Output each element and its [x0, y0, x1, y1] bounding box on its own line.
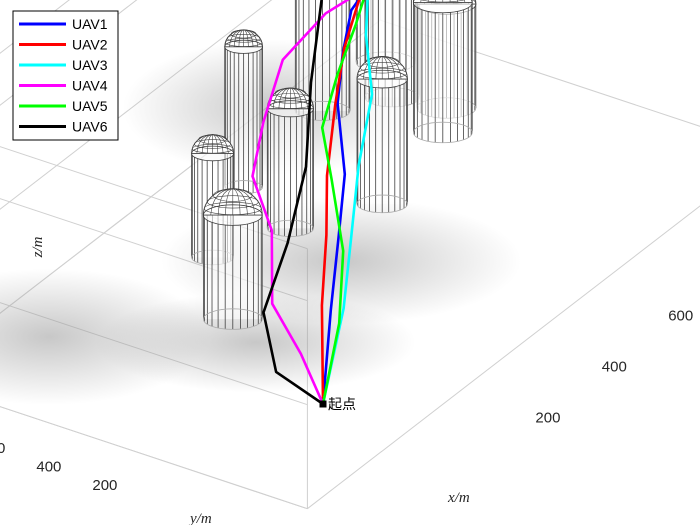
- dome-meridian: [238, 29, 244, 47]
- dome-meridian: [232, 188, 241, 216]
- legend-label: UAV5: [72, 98, 108, 114]
- legend-item: UAV3: [19, 57, 108, 73]
- dome-rim: [356, 69, 408, 89]
- dome-meridian: [290, 87, 309, 109]
- obstacle-cylinder: [412, 0, 473, 144]
- uav-path-uav3: [321, 0, 374, 405]
- y-tick-label: 400: [36, 459, 61, 476]
- legend-item: UAV6: [19, 119, 108, 135]
- dome-meridian: [201, 134, 213, 154]
- obstacle-dome: [412, 0, 473, 14]
- legend-label: UAV6: [72, 119, 108, 135]
- legend-item: UAV2: [19, 37, 108, 53]
- legend-item: UAV1: [19, 16, 108, 32]
- legend-label: UAV2: [72, 37, 108, 53]
- obstacle-cylinder: [266, 87, 314, 237]
- dome-meridian: [207, 134, 213, 154]
- dome-meridian: [233, 29, 244, 47]
- z-axis-label: z/m: [30, 236, 46, 258]
- obstacle-dome: [224, 29, 263, 54]
- x-tick-label: 400: [602, 359, 627, 376]
- x-tick-label: 200: [535, 410, 560, 427]
- legend-label: UAV1: [72, 16, 108, 32]
- dome-meridian: [284, 87, 291, 109]
- obstacle-cylinder: [202, 188, 263, 330]
- dome-meridian: [382, 56, 402, 80]
- dome-meridian: [243, 29, 259, 47]
- dome-meridian: [217, 188, 233, 216]
- uav-path-uav2: [320, 0, 362, 405]
- start-annotation: 起点: [328, 397, 356, 413]
- grid-line-z: [0, 406, 308, 510]
- x-axis-label: x/m: [447, 490, 470, 506]
- legend: UAV1 UAV2 UAV3 UAV4 UAV5 UAV6: [12, 10, 119, 141]
- dome-meridian: [212, 134, 229, 154]
- obstacles: [191, 0, 477, 330]
- uav-path-uav6: [262, 0, 324, 406]
- dome-rim: [413, 0, 473, 14]
- start-marker: [319, 400, 327, 408]
- dome-meridian: [232, 188, 256, 216]
- dome-rim: [224, 39, 263, 54]
- terrain-hill: [95, 292, 416, 393]
- uav-paths: [251, 0, 374, 406]
- legend-label: UAV3: [72, 57, 108, 73]
- dome-rim: [191, 145, 235, 162]
- y-axis-label: y/m: [188, 511, 212, 525]
- obstacle-dome: [191, 134, 235, 162]
- dome-meridian: [375, 56, 383, 80]
- obstacle-dome: [202, 188, 263, 226]
- x-tick-label: 600: [668, 307, 693, 324]
- legend-item: UAV4: [19, 78, 108, 94]
- dome-meridian: [225, 188, 233, 216]
- tick-labels: 200400600800100020040060080010000200400: [0, 307, 693, 494]
- y-tick-label: 200: [92, 477, 117, 494]
- legend-label: UAV4: [72, 78, 108, 94]
- dome-rim: [203, 204, 263, 226]
- legend-item: UAV5: [19, 98, 108, 114]
- obstacle-base: [412, 121, 473, 144]
- uav-path-uav1: [321, 0, 361, 405]
- uav-path-uav4: [251, 0, 350, 405]
- frame-edge: [307, 205, 700, 510]
- obstacle-base: [203, 308, 263, 330]
- y-tick-label: 600: [0, 440, 5, 457]
- legend-box: [12, 10, 119, 141]
- obstacle-base: [356, 194, 408, 214]
- dome-meridian: [278, 87, 291, 109]
- uav-path-uav5: [320, 0, 365, 405]
